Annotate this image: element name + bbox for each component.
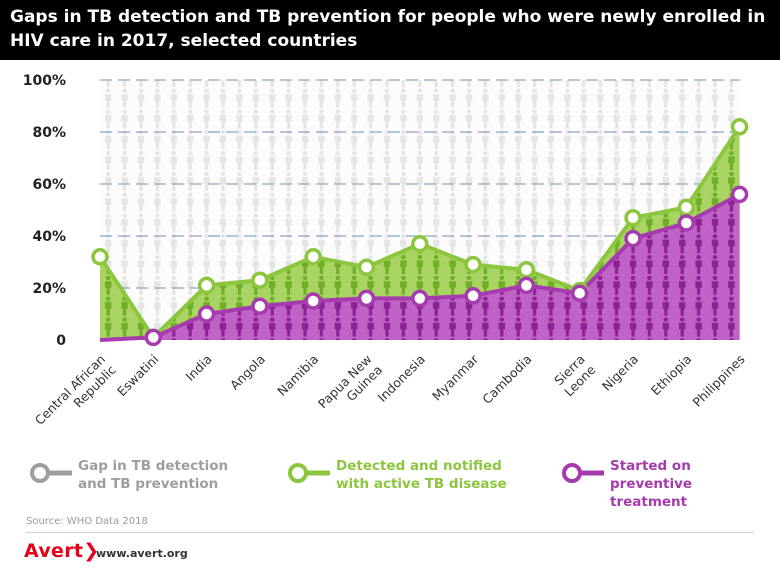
detected-point [91, 248, 109, 266]
chart: 0 20% 40% 60% 80% 100% Central AfricanRepubli… [23, 73, 749, 438]
detected-point [730, 118, 749, 136]
x-tick-label: Philippines [689, 352, 747, 410]
x-tick-label: SierraLeone [551, 351, 599, 399]
x-tick-label: Eswatini [114, 352, 161, 399]
legend-label-detected: Detected and notified with active TB dis… [336, 458, 507, 492]
preventive-point [197, 305, 216, 323]
x-tick-label: Ethiopia [648, 352, 695, 399]
detected-point [411, 235, 429, 253]
preventive-point [730, 185, 749, 204]
y-tick-label: 40% [32, 229, 66, 245]
preventive-point [570, 284, 589, 302]
chart-title: Gaps in TB detection and TB prevention f… [10, 7, 766, 51]
detected-point [357, 258, 376, 276]
y-tick-label: 100% [23, 73, 66, 89]
legend-label-gap: Gap in TB detection and TB prevention [78, 458, 229, 492]
website-link[interactable]: www.avert.org [96, 547, 188, 560]
header-bar: Gaps in TB detection and TB prevention f… [0, 0, 780, 60]
preventive-point [357, 289, 376, 308]
source-note: Source: WHO Data 2018 [26, 516, 148, 527]
x-tick-label: India [182, 352, 214, 384]
x-tick-label: Angola [227, 352, 268, 393]
detected-point [197, 276, 216, 295]
y-tick-label: 20% [32, 281, 66, 297]
preventive-point [517, 276, 536, 295]
preventive-point [464, 287, 482, 305]
detected-point [517, 261, 536, 279]
detected-point [464, 255, 482, 274]
preventive-point [411, 289, 429, 308]
preventive-point [624, 229, 642, 248]
preventive-point [251, 297, 269, 315]
x-tick-label: Central AfricanRepublic [32, 351, 119, 438]
detected-point [251, 271, 269, 289]
footer-divider [26, 532, 754, 533]
preventive-point [304, 292, 322, 310]
x-tick-label: Myanmar [429, 351, 482, 404]
detected-point [304, 248, 322, 266]
y-tick-label: 80% [32, 125, 66, 141]
avert-logo-text: Avert [24, 540, 84, 562]
legend-item-detected: Detected and notified with active TB dis… [286, 457, 526, 501]
avert-logo[interactable]: Avert❯ [24, 540, 100, 562]
x-tick-label: Papua NewGuinea [315, 352, 385, 422]
y-tick-label: 0 [56, 333, 66, 349]
legend-item-preventive: Started on preventive treatment [560, 457, 770, 510]
preventive-point [144, 328, 163, 347]
legend-item-gap: Gap in TB detection and TB prevention [28, 457, 258, 501]
chevron-right-icon: ❯ [83, 540, 100, 562]
detected-point [624, 209, 642, 227]
detected-point [677, 198, 696, 217]
x-tick-label: Indonesia [375, 352, 428, 405]
legend-label-preventive: Started on preventive treatment [610, 458, 693, 510]
preventive-point [677, 214, 696, 232]
legend-gap-icon [30, 463, 72, 483]
x-tick-label: Nigeria [599, 352, 641, 394]
x-tick-label: Namibia [274, 352, 321, 399]
y-tick-label: 60% [32, 177, 66, 193]
legend-detected-icon [288, 463, 330, 483]
preventive-area [100, 194, 740, 340]
x-tick-label: Cambodia [479, 352, 534, 407]
legend-preventive-icon [562, 463, 604, 483]
